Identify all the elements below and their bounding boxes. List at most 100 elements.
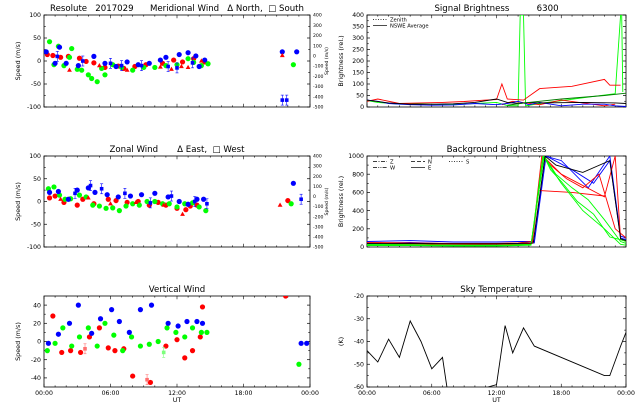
data-point [123, 203, 129, 209]
data-point [77, 349, 84, 356]
y-axis-label: Speed (m/s) [14, 42, 22, 81]
y-axis-label: Brightness (rel.) [337, 176, 345, 227]
right-tick-label: -500 [313, 105, 324, 111]
data-point [115, 194, 121, 200]
data-point [179, 59, 186, 65]
data-point [137, 343, 144, 349]
data-point [52, 60, 58, 66]
triangle-point [67, 67, 72, 72]
legend-label: NSWE Average [390, 24, 429, 30]
data-point [144, 198, 150, 205]
data-point [185, 56, 191, 62]
right-tick-label: 300 [313, 164, 322, 170]
square-point [139, 63, 144, 68]
square-point [108, 61, 113, 66]
right-tick-label: -300 [313, 84, 324, 90]
data-point [164, 325, 170, 331]
y-tick-label: 40 [33, 302, 41, 309]
x-tick-label: 18:00 [235, 390, 253, 397]
data-point [279, 49, 285, 55]
data-point [146, 60, 152, 66]
data-point [96, 203, 103, 209]
right-tick-label: 200 [313, 174, 322, 180]
right-tick-label: 100 [313, 43, 322, 49]
triangle-point [169, 66, 174, 71]
triangle-point [185, 64, 191, 70]
square-point [73, 191, 77, 196]
data-point [74, 202, 80, 208]
y-tick-label: -50 [31, 81, 41, 88]
data-point [135, 62, 141, 68]
data-point [52, 193, 58, 199]
data-point [290, 180, 296, 186]
chart-title: Sky Temperature [460, 285, 532, 295]
data-point [146, 341, 152, 347]
data-point [76, 192, 83, 198]
x-tick-label: 00:00 [35, 390, 53, 397]
data-point [102, 320, 108, 326]
square-point [205, 201, 209, 206]
y-tick-label: -20 [354, 293, 364, 300]
data-point [182, 334, 188, 340]
data-point [202, 57, 208, 63]
y-tick-label: -60 [354, 384, 364, 391]
data-point [199, 304, 206, 310]
data-point [103, 205, 109, 211]
data-point [174, 204, 180, 210]
data-point [83, 58, 89, 65]
chart-title: Zonal Wind Δ East, □ West [109, 145, 245, 155]
data-point [116, 318, 122, 325]
data-point [69, 343, 75, 349]
data-point [304, 340, 310, 346]
data-point [185, 50, 191, 56]
data-point [147, 379, 153, 386]
triangle-point [108, 201, 113, 206]
legend-label: Zenith [390, 18, 407, 24]
square-point [175, 66, 179, 70]
right-tick-label: 0 [313, 53, 316, 59]
data-point [296, 361, 302, 367]
series-line [487, 325, 626, 387]
data-point [298, 340, 304, 346]
right-tick-label: 400 [313, 13, 322, 19]
square-point [190, 61, 195, 65]
data-point [75, 302, 81, 308]
plot-frame [366, 155, 627, 248]
data-layer [45, 180, 303, 216]
triangle-point [277, 202, 283, 207]
data-point [128, 334, 135, 340]
data-point [197, 334, 203, 340]
square-point [161, 350, 166, 355]
data-point [165, 194, 171, 200]
y-tick-label: 0 [37, 199, 41, 206]
data-point [110, 205, 116, 211]
data-point [130, 201, 136, 207]
square-point [83, 346, 87, 351]
y-tick-label: 600 [352, 190, 364, 197]
triangle-point [85, 195, 91, 200]
data-point [163, 54, 169, 60]
data-point [104, 192, 110, 198]
data-point [127, 193, 134, 199]
data-point [46, 189, 53, 195]
data-point [89, 330, 95, 336]
y-tick-label: 200 [352, 58, 364, 65]
background-brightness-panel: Background Brightness Brightness (rel.) 0 2… [337, 145, 627, 251]
sky-temperature-panel: Sky Temperature (K) -60 -50 -40 -30 -20 00:00 06… [337, 285, 635, 404]
y-tick-label: 350 [352, 24, 364, 31]
data-point [52, 340, 58, 346]
triangle-point [124, 67, 130, 72]
data-point [97, 316, 104, 322]
data-point [102, 60, 108, 66]
triangle-point [133, 199, 139, 205]
y-axis-label: Speed (m/s) [14, 182, 22, 221]
right-tick-label: -500 [313, 245, 324, 251]
data-point [79, 67, 85, 73]
right-tick-label: 400 [313, 154, 322, 160]
data-point [163, 343, 169, 349]
series-line [367, 99, 626, 107]
data-point [44, 348, 50, 354]
legend-label: W [390, 166, 395, 172]
data-point [193, 53, 199, 59]
